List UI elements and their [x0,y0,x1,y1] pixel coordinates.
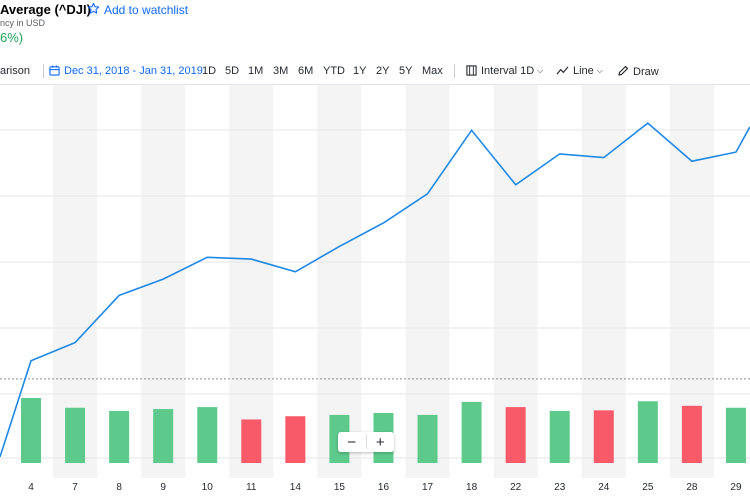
x-tick-label: 23 [554,482,566,493]
x-tick-label: 14 [289,482,301,493]
volume-bar [461,401,482,463]
volume-bar [197,407,218,463]
day-band [317,85,362,478]
interval-icon [466,65,477,79]
x-tick-label: 11 [246,482,257,493]
chevron-down-icon: ⌵ [537,66,544,75]
x-tick-label: 9 [160,482,166,493]
volume-bar [21,398,41,463]
day-band [229,85,274,478]
day-bands [53,85,714,478]
star-icon [87,2,100,18]
volume-bar [153,409,174,463]
add-to-watchlist-button[interactable]: Add to watchlist [87,2,188,18]
volume-bar [109,411,130,463]
chart-toolbar: arison Dec 31, 2018 - Jan 31, 2019 1D 5D… [0,60,750,85]
x-tick-label: 18 [466,482,478,493]
volume-bar [681,405,702,463]
volume-bar [505,407,526,463]
comparison-button[interactable]: arison [0,65,30,77]
interval-dropdown[interactable]: Interval 1D ⌵ [466,65,543,79]
range-2y[interactable]: 2Y [376,65,390,77]
toolbar-divider [43,64,44,78]
range-6m[interactable]: 6M [298,65,314,77]
chart-type-label: Line [573,65,594,77]
grid-lines [0,129,750,459]
zoom-in-button[interactable]: + [375,433,385,451]
volume-bar [417,414,438,463]
volume-bar [65,407,86,463]
x-tick-label: 22 [510,482,522,493]
price-change: 6%) [0,30,24,45]
interval-label: Interval 1D [481,65,535,77]
x-tick-label: 25 [642,482,654,493]
date-range-button[interactable]: Dec 31, 2018 - Jan 31, 2019 [49,65,203,79]
volume-bar [549,411,570,463]
volume-bar [593,410,614,463]
range-5y[interactable]: 5Y [399,65,413,77]
range-3m[interactable]: 3M [273,65,289,77]
volume-bar [285,416,306,463]
x-tick-label: 16 [377,482,390,493]
price-line [0,122,750,458]
x-axis: 4 7 8 9 10 11 14 15 16 17 18 22 23 24 25 28 29 [0,478,750,500]
volume-bar [725,407,746,463]
zoom-divider [365,435,367,449]
line-chart-icon [556,65,569,79]
range-5d[interactable]: 5D [225,65,240,77]
range-1m[interactable]: 1M [248,65,264,77]
x-tick-label: 15 [333,482,345,493]
x-tick-label: 10 [201,482,213,493]
draw-button[interactable]: Draw [617,65,659,80]
x-tick-label: 7 [72,482,78,493]
day-band [405,85,450,478]
volume-bar [637,401,658,463]
range-1d[interactable]: 1D [202,65,217,77]
currency-note: ncy in USD [0,18,46,28]
chevron-down-icon: ⌵ [596,66,603,75]
x-tick-label: 8 [116,482,122,493]
toolbar-divider [454,64,455,78]
range-ytd[interactable]: YTD [323,65,345,77]
watchlist-label: Add to watchlist [104,3,189,17]
draw-label: Draw [633,66,659,78]
pencil-icon [617,65,629,80]
calendar-icon [49,65,60,79]
range-max[interactable]: Max [422,65,443,77]
quote-header: Average (^DJI) Add to watchlist ncy in U… [0,0,750,50]
zoom-control: − + [338,432,394,452]
quote-title: Average (^DJI) [0,2,91,17]
x-tick-label: 4 [28,482,34,493]
volume-bar [241,419,262,463]
zoom-out-button[interactable]: − [347,433,357,451]
chart-type-dropdown[interactable]: Line ⌵ [556,65,603,79]
x-tick-label: 28 [686,482,698,493]
date-range-label: Dec 31, 2018 - Jan 31, 2019 [64,65,203,77]
x-tick-label: 24 [598,482,610,493]
volume-bars [21,398,746,463]
x-tick-label: 29 [730,482,742,493]
x-tick-label: 17 [421,482,434,493]
range-1y[interactable]: 1Y [353,65,367,77]
price-chart[interactable] [0,85,750,478]
